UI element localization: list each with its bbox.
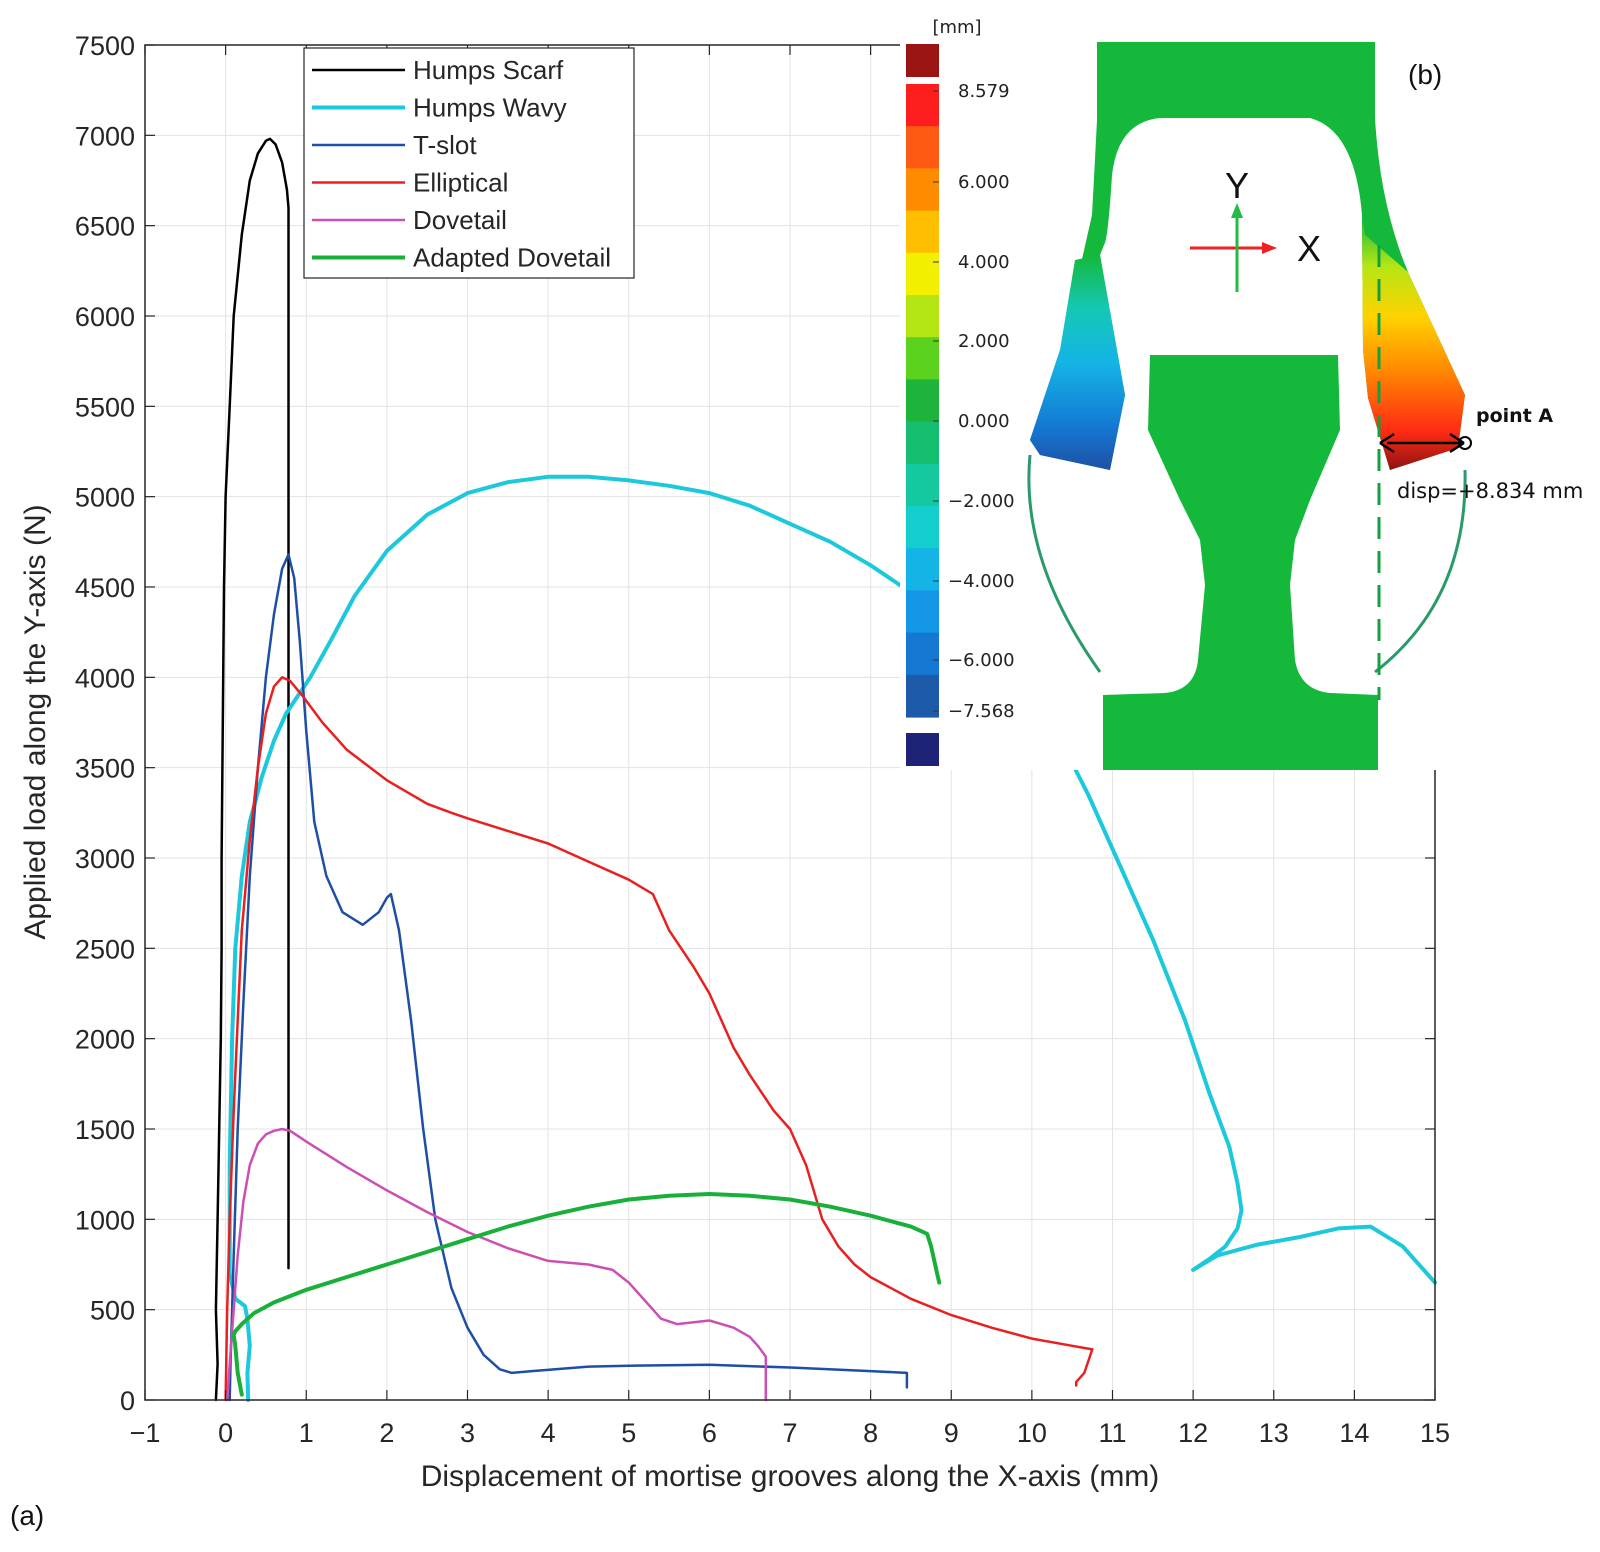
- colorbar-segment: [906, 252, 939, 296]
- colorbar-segment: [906, 421, 939, 465]
- series-line-dovetail: [225, 1127, 768, 1402]
- series-group: [214, 137, 1437, 1402]
- y-tick-label: 500: [90, 1296, 135, 1326]
- y-tick-label: 6500: [75, 212, 135, 242]
- point-a-marker: [1458, 436, 1472, 450]
- y-tick-label: 4000: [75, 663, 135, 693]
- displacement-arrow-left-head: [1379, 432, 1395, 454]
- legend-label: Humps Scarf: [413, 55, 564, 85]
- x-tick-label: 11: [1098, 1418, 1126, 1448]
- mortise-left-gradient: [1030, 255, 1125, 470]
- colorbar-tick-label: −4.000: [948, 571, 1015, 592]
- y-tick-label: 2000: [75, 1025, 135, 1055]
- panel-label-b: (b): [1408, 59, 1442, 90]
- inset-y-label: Y: [1225, 165, 1249, 206]
- x-tick-label: 7: [782, 1418, 797, 1448]
- legend: Humps Scarf Humps Wavy T-slot Elliptical Dov…: [303, 47, 635, 279]
- colorbar-tick-label: −6.000: [948, 650, 1015, 671]
- y-arrow-head: [1231, 203, 1243, 218]
- x-tick-label: 8: [863, 1418, 878, 1448]
- colorbar-under: [906, 733, 939, 766]
- point-a-label: point A: [1476, 405, 1553, 427]
- y-tick-label: 3500: [75, 754, 135, 784]
- colorbar-segment: [906, 84, 939, 127]
- displacement-label: disp=+8.834 mm: [1397, 479, 1583, 503]
- tenon-body: [1103, 355, 1378, 770]
- legend-label: Dovetail: [413, 205, 507, 235]
- series-line-elliptical: [224, 676, 1094, 1402]
- x-tick-label: 4: [541, 1418, 556, 1448]
- x-tick-label: −1: [130, 1418, 161, 1448]
- x-tick-labels: −1 0 1 2 3 4 5 6 7 8 9 10 11 12 13 14 15: [130, 1418, 1450, 1448]
- colorbar-segment: [906, 210, 939, 254]
- y-tick-label: 1500: [75, 1115, 135, 1145]
- x-tick-label: 3: [460, 1418, 475, 1448]
- y-tick-label: 2500: [75, 934, 135, 964]
- mortise-right-gradient: [1362, 215, 1465, 470]
- colorbar-unit: [mm]: [932, 17, 981, 38]
- x-tick-label: 10: [1017, 1418, 1047, 1448]
- colorbar-segment: [906, 337, 939, 380]
- mortise-body: [1030, 42, 1465, 470]
- displacement-arrow-right-head: [1449, 432, 1465, 454]
- colorbar-segment: [906, 674, 939, 718]
- y-tick-label: 6000: [75, 302, 135, 332]
- x-axis-label: Displacement of mortise grooves along th…: [421, 1460, 1160, 1493]
- colorbar-segment: [906, 168, 939, 212]
- colorbar-segment: [906, 463, 939, 507]
- y-tick-label: 7000: [75, 121, 135, 151]
- colorbar-over: [906, 44, 939, 77]
- y-tick-label: 1000: [75, 1205, 135, 1235]
- colorbar-tick-label: 6.000: [958, 172, 1010, 193]
- colorbar-segment: [906, 379, 939, 423]
- y-axis-label: Applied load along the Y-axis (N): [19, 504, 52, 939]
- y-tick-label: 4500: [75, 573, 135, 603]
- legend-label: Adapted Dovetail: [413, 243, 611, 273]
- x-tick-label: 6: [702, 1418, 717, 1448]
- inset-panel-b: [mm] 8.579 6.000 4.000 2.000 0.000 −2.000 −4.0…: [900, 17, 1600, 770]
- colorbar-segment: [906, 126, 939, 169]
- x-arrow-head: [1262, 242, 1277, 254]
- undeformed-left-outline: [1027, 454, 1102, 673]
- colorbar-segment: [906, 295, 939, 338]
- colorbar-tick-label: −2.000: [948, 491, 1015, 512]
- legend-box: [303, 47, 635, 279]
- legend-label: T-slot: [413, 130, 477, 160]
- series-line-humps-scarf: [214, 137, 290, 1402]
- colorbar: [906, 44, 939, 766]
- legend-label: Humps Wavy: [413, 93, 567, 123]
- x-tick-label: 12: [1178, 1418, 1208, 1448]
- colorbar-tick-label: 0.000: [958, 411, 1010, 432]
- undeformed-right-outline: [1374, 469, 1467, 674]
- y-tick-label: 3000: [75, 844, 135, 874]
- x-tick-label: 15: [1420, 1418, 1450, 1448]
- x-tick-label: 1: [299, 1418, 314, 1448]
- colorbar-segment: [906, 590, 939, 634]
- y-tick-label: 5500: [75, 392, 135, 422]
- colorbar-segment: [906, 506, 939, 549]
- colorbar-segment: [906, 632, 939, 676]
- x-tick-label: 14: [1339, 1418, 1369, 1448]
- colorbar-tick-label: 2.000: [958, 331, 1010, 352]
- x-tick-label: 9: [944, 1418, 959, 1448]
- series-line-adapted-dovetail: [231, 1192, 942, 1397]
- colorbar-tick-label: 4.000: [958, 252, 1010, 273]
- colorbar-segment: [906, 548, 939, 591]
- x-tick-label: 13: [1259, 1418, 1289, 1448]
- colorbar-tick-labels: 8.579 6.000 4.000 2.000 0.000 −2.000 −4.000 −6.…: [933, 81, 1015, 722]
- y-tick-labels: 0 500 1000 1500 2000 2500 3000 3500 4000 4500 5000…: [75, 31, 135, 1416]
- x-tick-label: 2: [379, 1418, 394, 1448]
- y-tick-label: 5000: [75, 483, 135, 513]
- x-tick-label: 0: [218, 1418, 233, 1448]
- legend-label: Elliptical: [413, 168, 508, 198]
- colorbar-tick-label: −7.568: [948, 701, 1015, 722]
- inset-x-label: X: [1297, 228, 1321, 269]
- colorbar-tick-label: 8.579: [958, 81, 1010, 102]
- y-tick-label: 0: [120, 1386, 135, 1416]
- x-tick-label: 5: [621, 1418, 636, 1448]
- series-line-humps-wavy: [227, 474, 1437, 1402]
- panel-label-a: (a): [10, 1500, 44, 1531]
- y-tick-label: 7500: [75, 31, 135, 61]
